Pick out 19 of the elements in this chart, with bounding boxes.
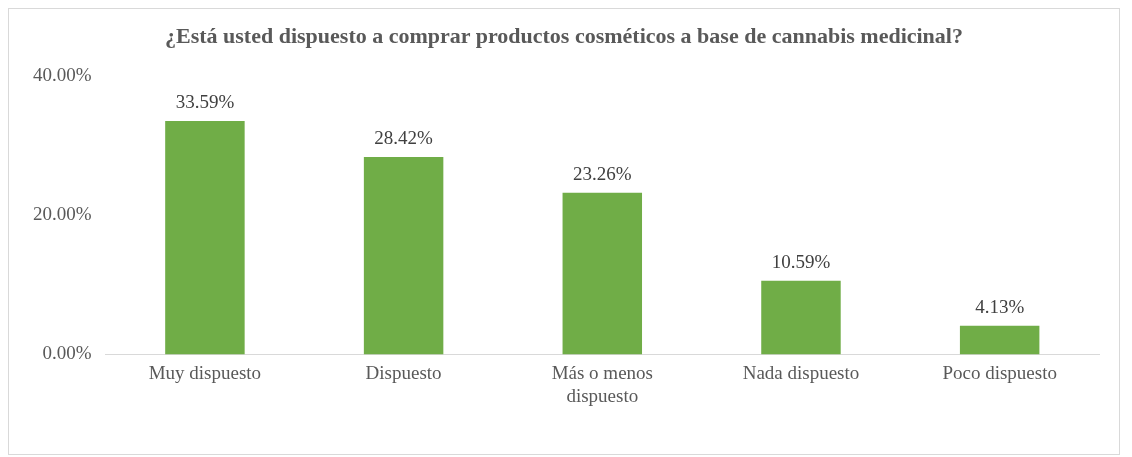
data-label: 10.59% (771, 251, 831, 273)
data-label: 4.13% (975, 296, 1025, 318)
x-tick-label: Nada dispuesto (742, 361, 860, 383)
bar (363, 156, 444, 355)
data-label: 33.59% (175, 91, 235, 113)
bar (165, 120, 245, 355)
y-tick-label: 0.00% (42, 342, 92, 364)
data-label: 28.42% (374, 127, 434, 149)
x-tick-label: Dispuesto (365, 361, 442, 383)
bar (562, 192, 643, 355)
chart-title: ¿Está usted dispuesto a comprar productos cosméticos a base de cannabis medicinal? (164, 22, 964, 50)
x-tick-label: Más o menos dispuesto (551, 361, 653, 406)
y-tick-label: 40.00% (33, 64, 92, 86)
x-tick-label: Poco dispuesto (942, 361, 1057, 383)
y-tick-label: 20.00% (33, 203, 92, 225)
bar (761, 280, 841, 355)
bar (959, 325, 1040, 355)
data-label: 23.26% (573, 163, 632, 185)
x-tick-label: Muy dispuesto (148, 361, 262, 383)
